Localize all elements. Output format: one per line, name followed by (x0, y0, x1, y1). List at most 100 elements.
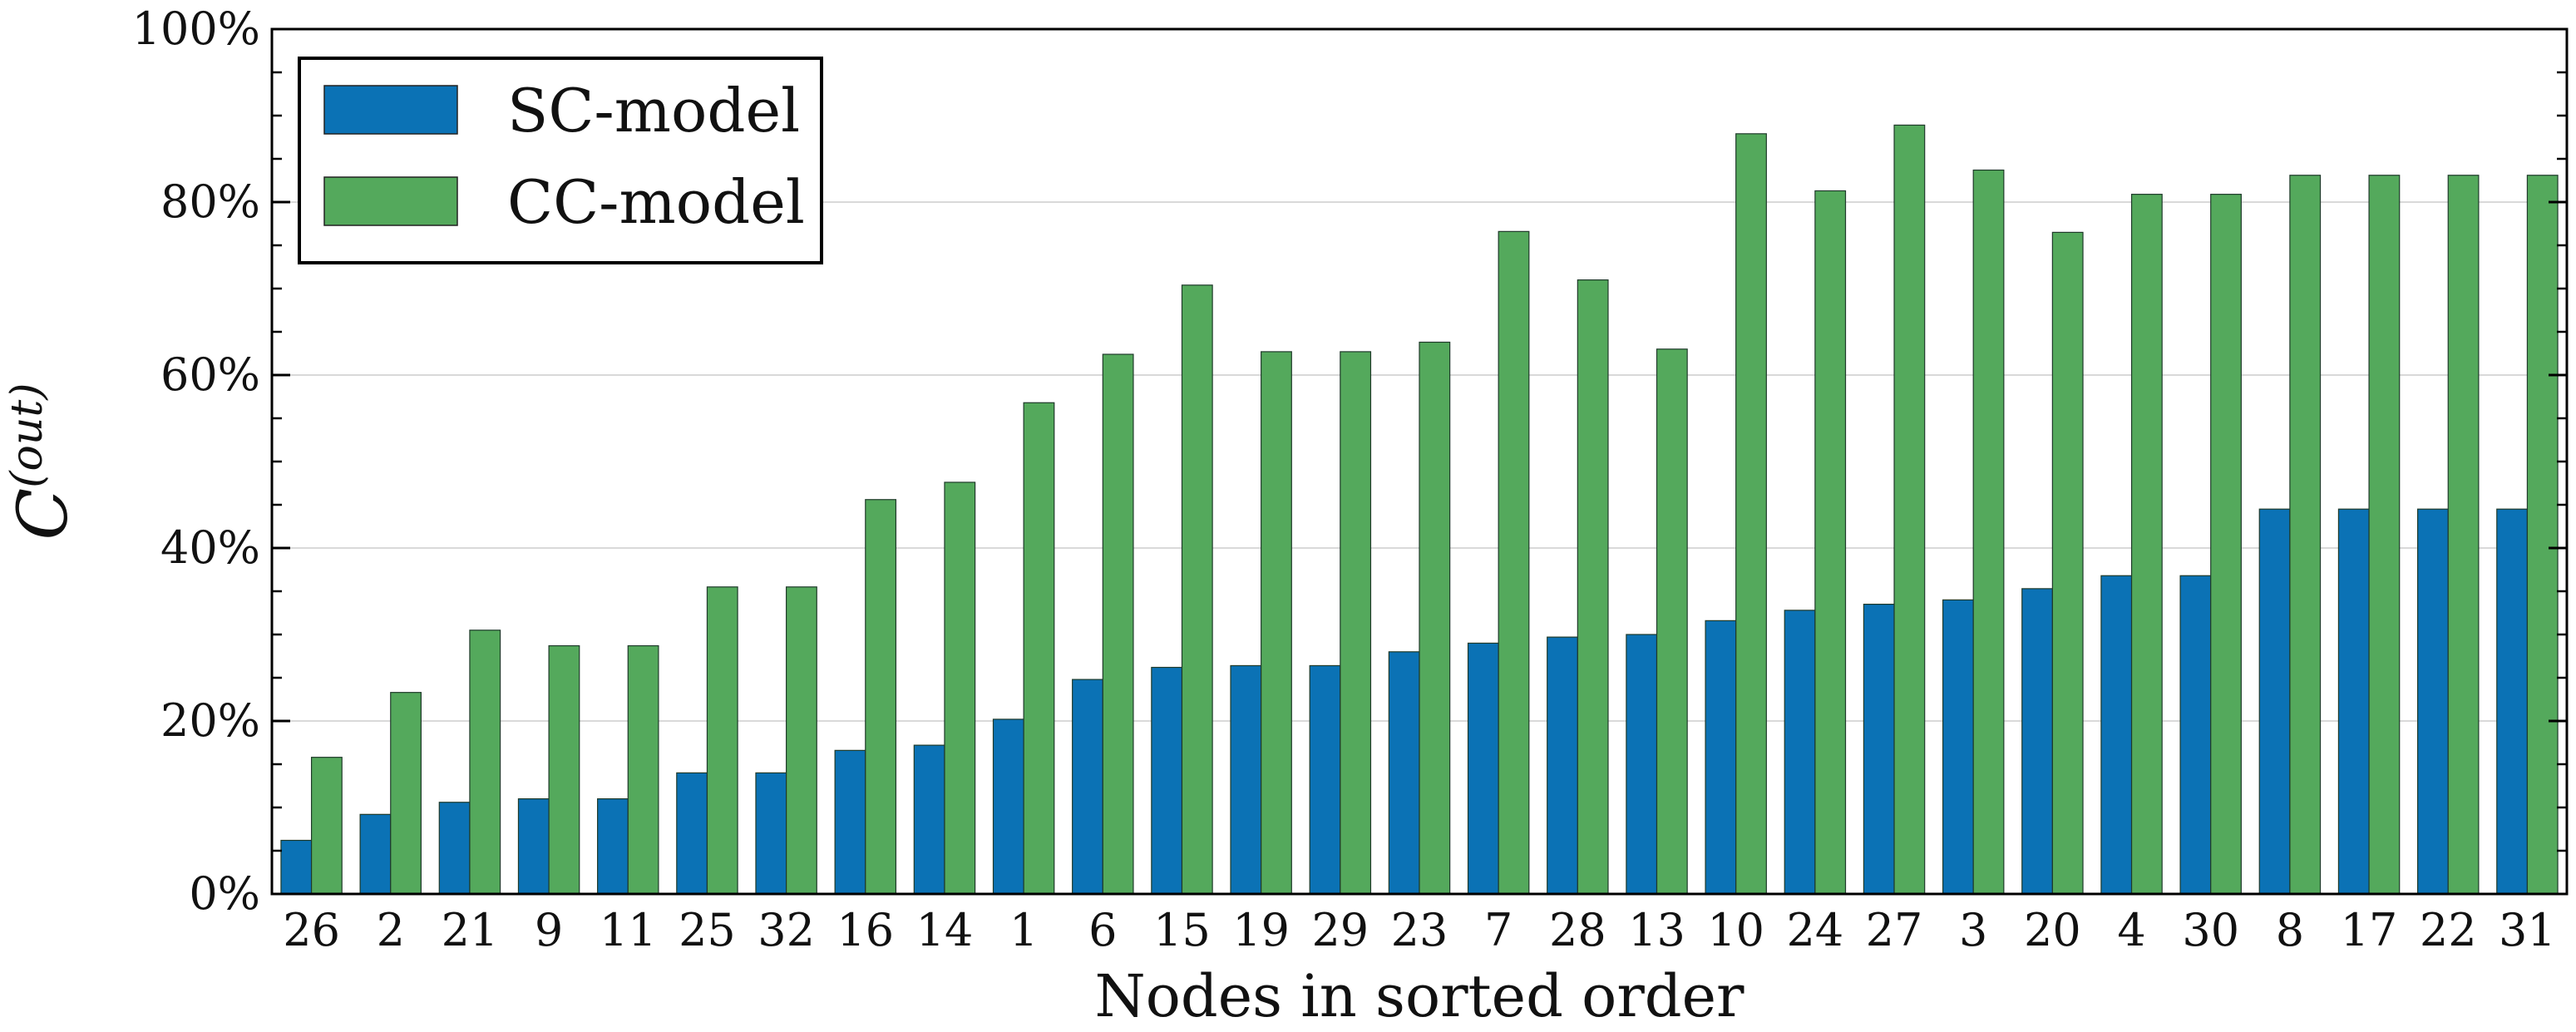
x-tick-label: 17 (2341, 904, 2398, 956)
y-axis-title-main: C (4, 488, 83, 541)
x-tick-label: 28 (1549, 904, 1606, 956)
bar-cc-model (1261, 351, 1292, 895)
y-tick-label: 80% (160, 175, 260, 228)
bar-cc-model (1419, 341, 1451, 895)
bar-sc-model (2337, 508, 2370, 895)
bar-cc-model (390, 692, 422, 895)
bar-cc-model (786, 586, 817, 895)
bar-cc-model (2289, 175, 2322, 895)
x-tick-label: 13 (1628, 904, 1685, 956)
bar-cc-model (2368, 175, 2401, 895)
x-tick-label: 10 (1707, 904, 1764, 956)
bar-sc-model (834, 749, 866, 895)
y-tick-label: 20% (160, 694, 260, 747)
bar-cc-model (1102, 353, 1134, 895)
legend-label-sc-model: SC-model (507, 76, 800, 146)
bar-sc-model (913, 744, 945, 895)
x-tick-label: 8 (2276, 904, 2304, 956)
legend-swatch-cc-model (323, 176, 458, 226)
bar-sc-model (1467, 642, 1499, 895)
x-tick-label: 20 (2024, 904, 2081, 956)
bar-sc-model (1547, 636, 1578, 895)
y-axis-title-superscript: (out) (2, 383, 52, 487)
bar-cc-model (1735, 133, 1767, 895)
x-tick-label: 2 (377, 904, 405, 956)
bar-cc-model (2210, 194, 2242, 895)
bar-sc-model (280, 839, 313, 895)
bar-sc-model (438, 802, 471, 895)
bar-cc-model (1656, 348, 1688, 895)
bar-sc-model (992, 718, 1024, 895)
bar-sc-model (676, 772, 708, 895)
bar-cc-model (2051, 231, 2084, 895)
x-tick-label: 29 (1311, 904, 1369, 956)
bar-cc-model (1577, 279, 1609, 895)
bar-sc-model (517, 797, 550, 895)
legend-label-cc-model: CC-model (507, 167, 805, 237)
bar-cc-model (1181, 284, 1213, 895)
bar-cc-model (944, 481, 976, 895)
bar-cc-model (865, 499, 897, 895)
x-tick-label: 26 (283, 904, 340, 956)
svg-text:C(out): C(out) (2, 383, 83, 540)
bar-cc-model (548, 644, 580, 895)
x-tick-label: 3 (1959, 904, 1987, 956)
bar-cc-model (627, 644, 659, 895)
bar-cc-model (2526, 175, 2559, 895)
bar-sc-model (359, 813, 392, 895)
y-tick-label: 60% (160, 348, 260, 401)
y-tick-label: 40% (160, 521, 260, 574)
x-tick-label: 27 (1866, 904, 1923, 956)
x-tick-label: 14 (916, 904, 974, 956)
bar-sc-model (1072, 679, 1103, 895)
bar-sc-model (1230, 664, 1262, 895)
x-tick-label: 23 (1391, 904, 1448, 956)
bar-cc-model (1340, 351, 1372, 895)
bar-sc-model (1151, 666, 1183, 895)
bar-sc-model (2100, 575, 2133, 895)
x-tick-label: 7 (1484, 904, 1513, 956)
bar-sc-model (597, 797, 629, 895)
legend: SC-model CC-model (298, 57, 823, 264)
bar-sc-model (1942, 599, 1974, 895)
bar-cc-model (2130, 194, 2163, 895)
x-ticks: 26 2 21 9 11 25 32 16 14 1 6 15 19 29 23 7 28 13 10 24 27 3 20… (283, 904, 2556, 956)
y-tick-label: 100% (132, 2, 260, 55)
bar-cc-model (2447, 175, 2480, 895)
bar-sc-model (1705, 620, 1737, 895)
x-tick-label: 11 (600, 904, 657, 956)
bar-sc-model (2496, 508, 2529, 895)
bar-cc-model (1814, 190, 1847, 895)
x-tick-label: 25 (679, 904, 736, 956)
x-tick-label: 9 (535, 904, 563, 956)
bar-sc-model (2179, 575, 2212, 895)
bar-cc-model (1498, 230, 1530, 895)
y-tick-label: 0% (189, 867, 260, 920)
bar-sc-model (1626, 634, 1658, 895)
bar-sc-model (2258, 508, 2291, 895)
bars (280, 124, 2559, 895)
bar-sc-model (1784, 610, 1816, 895)
x-axis-title: Nodes in sorted order (1095, 962, 1745, 1030)
bar-sc-model (2021, 588, 2053, 895)
bar-cc-model (706, 586, 738, 895)
bar-sc-model (2417, 508, 2449, 895)
bar-sc-model (1309, 664, 1341, 895)
x-tick-label: 24 (1787, 904, 1844, 956)
y-ticks: 0% 20% 40% 60% 80% 100% (132, 2, 2567, 920)
bar-sc-model (755, 772, 787, 895)
bar-cc-model (1023, 402, 1055, 895)
x-tick-label: 16 (836, 904, 894, 956)
bar-sc-model (1388, 651, 1420, 895)
x-tick-label: 21 (442, 904, 499, 956)
x-tick-label: 32 (758, 904, 815, 956)
x-tick-label: 19 (1232, 904, 1290, 956)
x-tick-label: 22 (2420, 904, 2477, 956)
legend-swatch-sc-model (323, 85, 458, 135)
y-axis-title: C(out) (2, 383, 83, 540)
x-tick-label: 1 (1009, 904, 1038, 956)
bar-cc-model (310, 757, 343, 895)
bar-cc-model (1972, 169, 2005, 895)
x-tick-label: 4 (2117, 904, 2145, 956)
